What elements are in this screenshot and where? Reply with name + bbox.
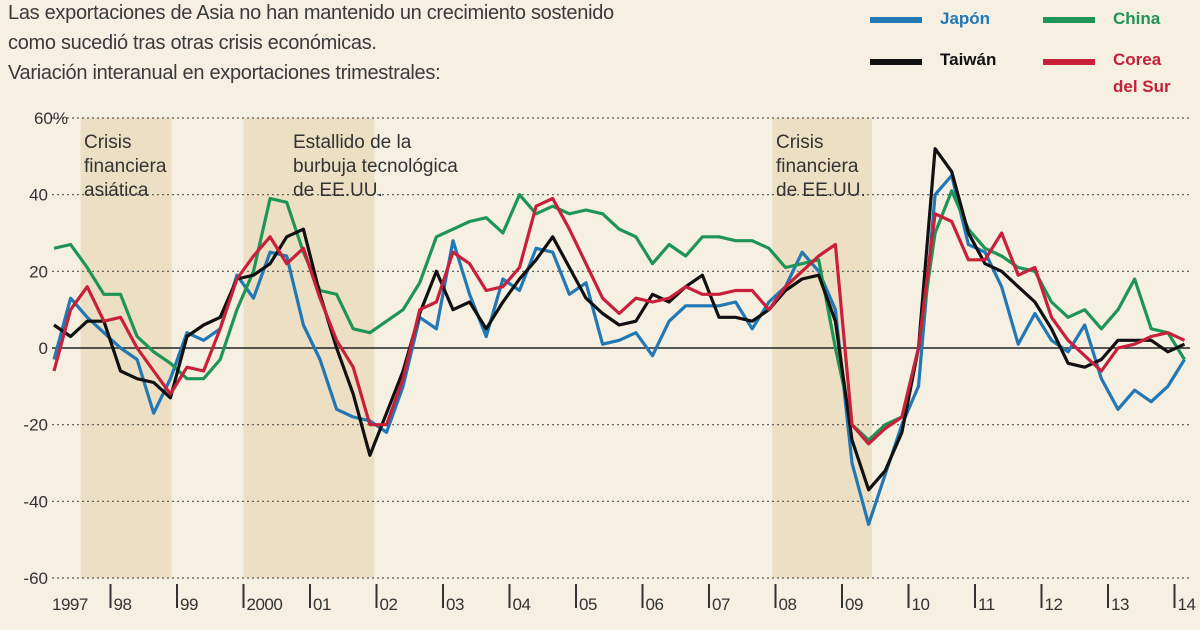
series-line-japon — [52, 173, 1186, 526]
legend-swatch-taiwan — [870, 59, 922, 65]
x-tick-label: 03 — [446, 595, 464, 614]
x-tick-label: 04 — [513, 595, 531, 614]
x-tick-label: 11 — [978, 595, 995, 614]
annotation-label: de EE.UU. — [293, 180, 383, 201]
x-tick-label: 01 — [313, 595, 331, 614]
series-line-corea — [52, 196, 1186, 446]
x-tick-label: 99 — [180, 595, 198, 614]
annotation-label: financiera — [84, 156, 167, 177]
subtitle-line-3: Variación interanual en exportaciones tr… — [8, 62, 441, 84]
x-tick-label: 07 — [712, 595, 730, 614]
subtitle-line-2: como sucedió tras otras crisis económica… — [8, 32, 377, 54]
annotation-label: Crisis — [84, 132, 132, 153]
series-line-china — [53, 189, 1186, 442]
legend-label-japon: Japón — [940, 9, 991, 28]
annotation-label: burbuja tecnológica — [293, 156, 458, 177]
y-tick-label: 40 — [29, 186, 48, 205]
y-tick-label: -60 — [23, 569, 48, 588]
legend-label-taiwan: Taiwán — [940, 50, 997, 69]
x-tick-label: 05 — [579, 595, 597, 614]
annotation-label: Estallido de la — [293, 132, 412, 153]
legend-label-corea-2: del Sur — [1113, 77, 1171, 96]
annotation-label: Crisis — [776, 132, 824, 153]
series-line-taiwan — [53, 147, 1186, 492]
legend-label-china: China — [1113, 9, 1161, 28]
x-tick-label: 08 — [779, 595, 797, 614]
y-tick-label: 20 — [29, 262, 48, 281]
x-tick-label: 12 — [1045, 595, 1063, 614]
y-tick-label: 60% — [34, 109, 68, 128]
legend-label-corea-1: Corea — [1113, 50, 1162, 69]
x-tick-label: 13 — [1111, 595, 1129, 614]
x-tick-label: 06 — [646, 595, 664, 614]
legend-swatch-china — [1043, 17, 1095, 23]
x-tick-label: 10 — [912, 595, 930, 614]
x-tick-label: 1997 — [52, 595, 88, 614]
x-tick-label: 14 — [1178, 595, 1196, 614]
annotation-label: asiática — [84, 180, 149, 201]
subtitle-line-1: Las exportaciones de Asia no han manteni… — [8, 2, 614, 24]
x-tick-label: 09 — [845, 595, 863, 614]
y-tick-label: -20 — [23, 416, 48, 435]
annotation-label: de EE.UU. — [776, 180, 866, 201]
y-tick-label: 0 — [39, 339, 48, 358]
legend-swatch-corea — [1043, 59, 1095, 65]
x-tick-label: 98 — [114, 595, 132, 614]
x-tick-label: 02 — [380, 595, 398, 614]
x-tick-label: 2000 — [247, 595, 283, 614]
y-tick-label: -40 — [23, 492, 48, 511]
legend-swatch-japon — [870, 17, 922, 23]
annotation-label: financiera — [776, 156, 859, 177]
